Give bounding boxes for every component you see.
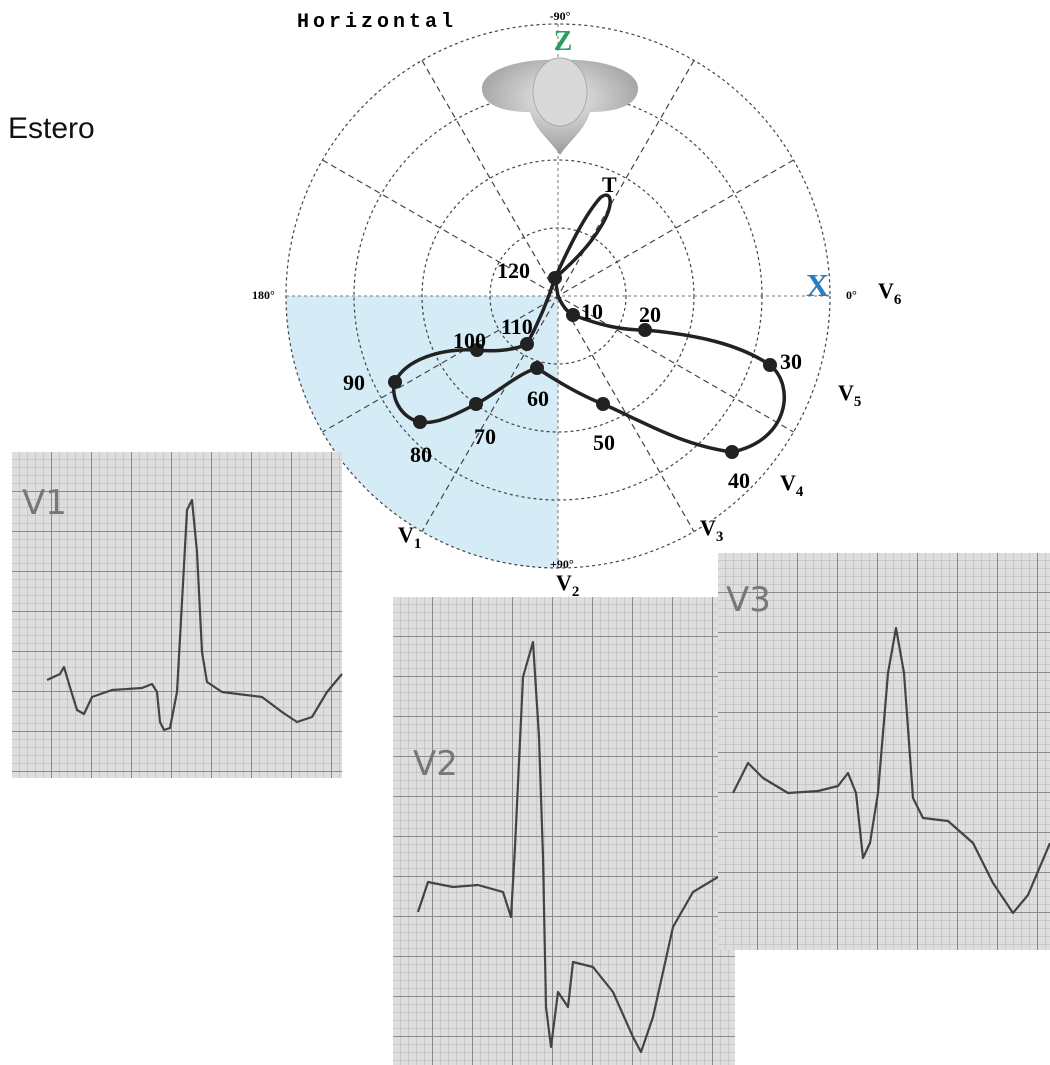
point-label: 100 [453, 328, 486, 353]
point-label: 60 [527, 386, 549, 411]
angle-label: 180° [252, 288, 275, 302]
loop-point [763, 358, 777, 372]
axis-label: X [806, 267, 829, 303]
ecg-label: V3 [726, 580, 771, 620]
lead-label: V2 [556, 570, 579, 600]
ecg-label: V2 [413, 744, 458, 784]
lead-label: V6 [878, 278, 902, 308]
loop-point [469, 397, 483, 411]
ecg-strip: V3 [718, 553, 1050, 950]
point-label: 120 [497, 258, 530, 283]
polar-diagram: 10 20 30 40 50 60 70 80 90 100 110 120 Horizontal -… [252, 9, 902, 600]
side-label: Estero [8, 112, 95, 145]
t-label: T [602, 172, 617, 197]
loop-point [520, 337, 534, 351]
loop-point [413, 415, 427, 429]
loop-point [566, 308, 580, 322]
axis-label: Z [554, 26, 573, 57]
point-label: 10 [581, 299, 603, 324]
heart-icon [482, 58, 638, 155]
loop-point [596, 397, 610, 411]
lead-label: V3 [700, 515, 723, 545]
point-label: 40 [728, 468, 750, 493]
angle-label: 0° [846, 288, 857, 302]
point-label: 20 [639, 302, 661, 327]
lead-label: V4 [780, 470, 804, 500]
angle-label: -90° [550, 9, 571, 23]
loop-point [388, 375, 402, 389]
loop-point [548, 271, 562, 285]
point-label: 30 [780, 349, 802, 374]
page: 10 20 30 40 50 60 70 80 90 100 110 120 Horizontal -… [0, 0, 1050, 1065]
ecg-strip: V1 [12, 452, 342, 778]
loop-point [725, 445, 739, 459]
point-label: 50 [593, 430, 615, 455]
point-label: 80 [410, 442, 432, 467]
angle-label: +90° [550, 557, 574, 571]
loop-point [530, 361, 544, 375]
ecg-label: V1 [22, 483, 67, 523]
point-label: 70 [474, 424, 496, 449]
diagram-title: Horizontal [297, 11, 457, 34]
point-label: 90 [343, 370, 365, 395]
ecg-strip: V2 [393, 597, 735, 1065]
lead-label: V5 [838, 380, 861, 410]
point-label: 110 [501, 314, 533, 339]
